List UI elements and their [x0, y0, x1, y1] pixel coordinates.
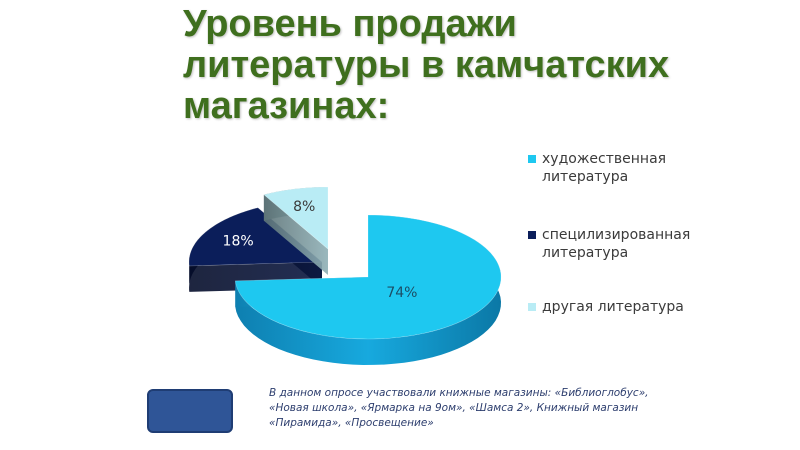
data-label-2: 18% [223, 234, 254, 250]
legend-item-2: специлизированная литература [528, 226, 788, 262]
legend-item-3: другая литература [528, 298, 788, 316]
legend-swatch-2 [528, 231, 536, 239]
legend-label-2: специлизированная литература [542, 227, 691, 261]
pie-slice-top-3 [263, 186, 329, 250]
pie-slice-1 [234, 214, 502, 365]
legend-label-3: другая литература [542, 299, 684, 315]
slide-title: Уровень продажи литературы в камчатских … [183, 3, 670, 127]
legend-swatch-3 [528, 303, 536, 311]
pie-slice-top-2 [188, 207, 323, 267]
survey-note: В данном опросе участвовали книжные мага… [269, 387, 649, 429]
pie-slice-cut-3-1 [263, 194, 328, 275]
legend-label-1: художественная литература [542, 151, 667, 185]
data-label-3: 8% [293, 199, 315, 215]
pie-slice-2 [188, 207, 323, 292]
data-label-1: 74% [386, 285, 417, 301]
legend-item-1: художественная литература [528, 150, 788, 186]
pie-slice-top-1 [234, 214, 502, 340]
pie-slice-3 [263, 186, 329, 275]
note-box [147, 389, 233, 433]
legend-swatch-1 [528, 155, 536, 163]
